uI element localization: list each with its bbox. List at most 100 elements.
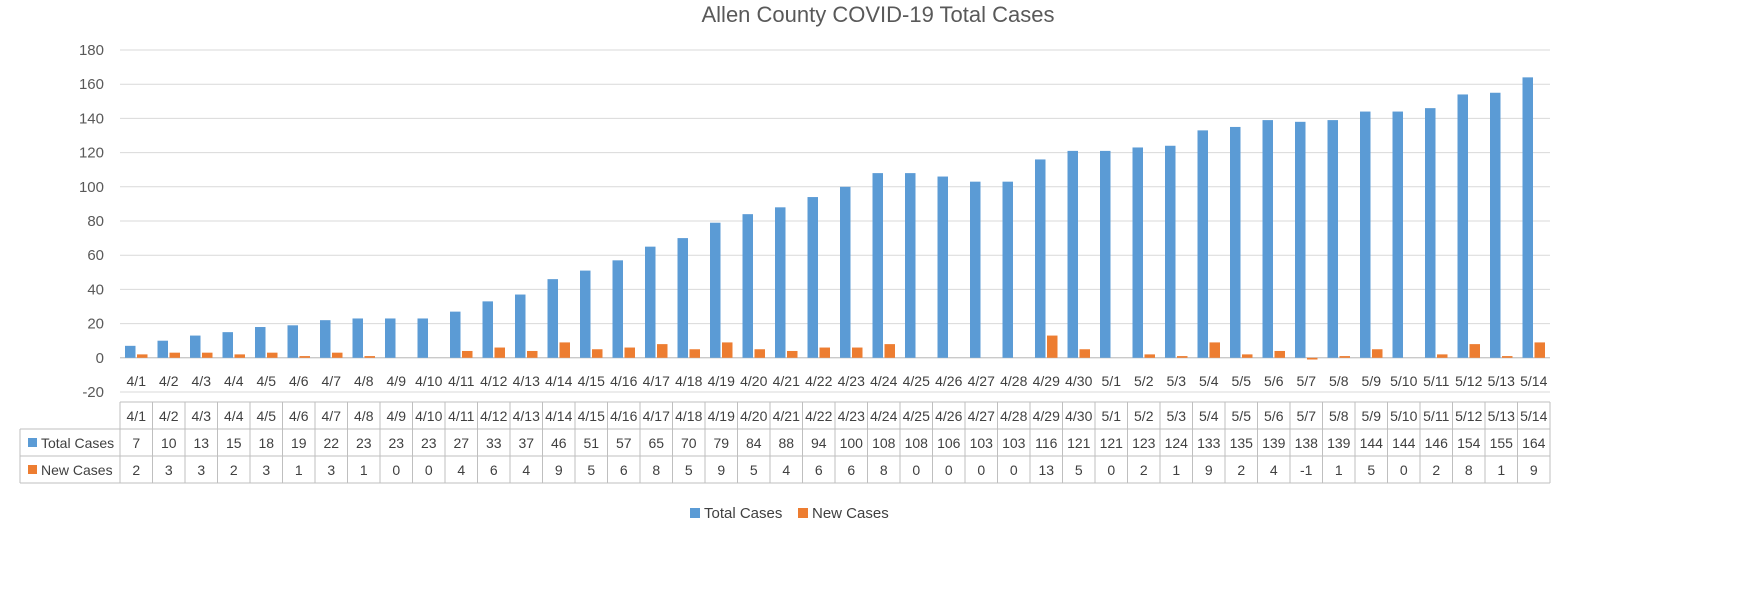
bar-total-cases: [320, 320, 331, 358]
x-tick-label: 4/21: [773, 373, 800, 389]
table-value-cell: 18: [258, 435, 274, 451]
table-value-cell: 19: [291, 435, 307, 451]
bar-total-cases: [612, 260, 623, 358]
table-value-cell: 9: [717, 462, 725, 478]
table-value-cell: 94: [811, 435, 827, 451]
table-value-cell: 10: [161, 435, 177, 451]
x-tick-label: 4/16: [610, 373, 637, 389]
bar-new-cases: [494, 347, 505, 358]
x-tick-label: 4/2: [159, 373, 179, 389]
x-tick-label: 4/26: [935, 373, 962, 389]
table-value-cell: 2: [1432, 462, 1440, 478]
bar-total-cases: [937, 176, 948, 358]
bar-new-cases: [852, 347, 863, 358]
bar-new-cases: [722, 342, 733, 358]
table-value-cell: 0: [1400, 462, 1408, 478]
bar-total-cases: [1002, 181, 1013, 358]
x-tick-label: 5/8: [1329, 373, 1349, 389]
bar-total-cases: [580, 270, 591, 358]
bar-total-cases: [1165, 145, 1176, 358]
table-value-cell: 8: [880, 462, 888, 478]
table-header-cell: 5/3: [1167, 408, 1187, 424]
table-value-cell: 2: [132, 462, 140, 478]
x-tick-label: 4/27: [968, 373, 995, 389]
bar-new-cases: [754, 349, 765, 358]
bar-total-cases: [1392, 111, 1403, 358]
x-axis-tick-labels: 4/1 4/2 4/3 4/4 4/5 4/6 4/7 4/8 4/9 4/10 4/11 4/12 4…: [127, 373, 1548, 389]
bar-new-cases: [1372, 349, 1383, 358]
y-axis-tick-labels: -20 0 20 40 60 80 100 120 140 160 180: [79, 42, 104, 401]
table-value-cell: 3: [197, 462, 205, 478]
bar-new-cases: [1437, 354, 1448, 358]
chart-title: Allen County COVID-19 Total Cases: [702, 2, 1055, 27]
x-tick-label: 5/4: [1199, 373, 1219, 389]
table-value-cell: 4: [782, 462, 790, 478]
table-header-cell: 4/8: [354, 408, 374, 424]
x-tick-label: 5/6: [1264, 373, 1284, 389]
x-tick-label: 4/24: [870, 373, 897, 389]
x-tick-label: 4/6: [289, 373, 309, 389]
table-value-cell: 70: [681, 435, 697, 451]
bar-new-cases: [267, 352, 278, 358]
x-tick-label: 4/25: [903, 373, 930, 389]
table-header-cell: 4/24: [870, 408, 897, 424]
x-tick-label: 5/13: [1488, 373, 1515, 389]
bar-total-cases: [775, 207, 786, 358]
table-header-cell: 5/5: [1232, 408, 1252, 424]
table-value-cell: 4: [457, 462, 465, 478]
legend-swatch-total-cases: [690, 508, 700, 518]
table-value-cell: 139: [1327, 435, 1351, 451]
x-tick-label: 4/11: [448, 373, 474, 389]
table-value-cell: 100: [840, 435, 864, 451]
table-value-cell: 1: [1172, 462, 1180, 478]
table-value-cell: 144: [1392, 435, 1416, 451]
table-header-cell: 4/2: [159, 408, 179, 424]
table-header-cell: 4/15: [578, 408, 605, 424]
bar-total-cases: [547, 279, 558, 358]
table-header-cell: 4/23: [838, 408, 865, 424]
x-tick-label: 4/30: [1065, 373, 1092, 389]
x-tick-label: 4/12: [480, 373, 507, 389]
bar-total-cases: [190, 335, 201, 358]
table-value-cell: 154: [1457, 435, 1481, 451]
x-tick-label: 4/20: [740, 373, 767, 389]
bar-total-cases: [450, 311, 461, 358]
table-value-cell: 106: [937, 435, 961, 451]
bar-total-cases: [742, 214, 753, 358]
table-header-cell: 5/12: [1455, 408, 1482, 424]
table-value-cell: 88: [778, 435, 794, 451]
bar-new-cases: [332, 352, 343, 358]
table-value-cell: 2: [1140, 462, 1148, 478]
table-value-cell: 108: [872, 435, 896, 451]
bar-new-cases: [1047, 335, 1058, 358]
table-value-cell: 139: [1262, 435, 1286, 451]
bar-new-cases: [884, 344, 895, 358]
table-value-cell: 23: [356, 435, 372, 451]
table-value-cell: 0: [912, 462, 920, 478]
y-tick-label: 80: [87, 213, 104, 230]
y-tick-label: 40: [87, 281, 104, 298]
table-header-cell: 4/22: [805, 408, 832, 424]
table-header-cell: 5/6: [1264, 408, 1284, 424]
bar-total-cases: [515, 294, 526, 358]
table-value-cell: 9: [1205, 462, 1213, 478]
table-value-cell: 84: [746, 435, 762, 451]
x-tick-label: 5/1: [1102, 373, 1122, 389]
table-value-cell: 4: [522, 462, 530, 478]
x-tick-label: 4/23: [838, 373, 865, 389]
table-header-cell: 4/17: [643, 408, 670, 424]
table-value-cell: 121: [1067, 435, 1091, 451]
y-tick-label: 160: [79, 76, 104, 93]
bar-total-cases: [1360, 111, 1371, 358]
y-tick-label: 120: [79, 145, 104, 162]
table-value-cell: 3: [165, 462, 173, 478]
bar-new-cases: [1079, 349, 1090, 358]
x-tick-label: 5/5: [1232, 373, 1252, 389]
x-tick-label: 4/19: [708, 373, 735, 389]
table-value-cell: 103: [970, 435, 994, 451]
table-value-cell: 3: [327, 462, 335, 478]
table-header-cell: 4/27: [968, 408, 995, 424]
bar-new-cases: [1469, 344, 1480, 358]
